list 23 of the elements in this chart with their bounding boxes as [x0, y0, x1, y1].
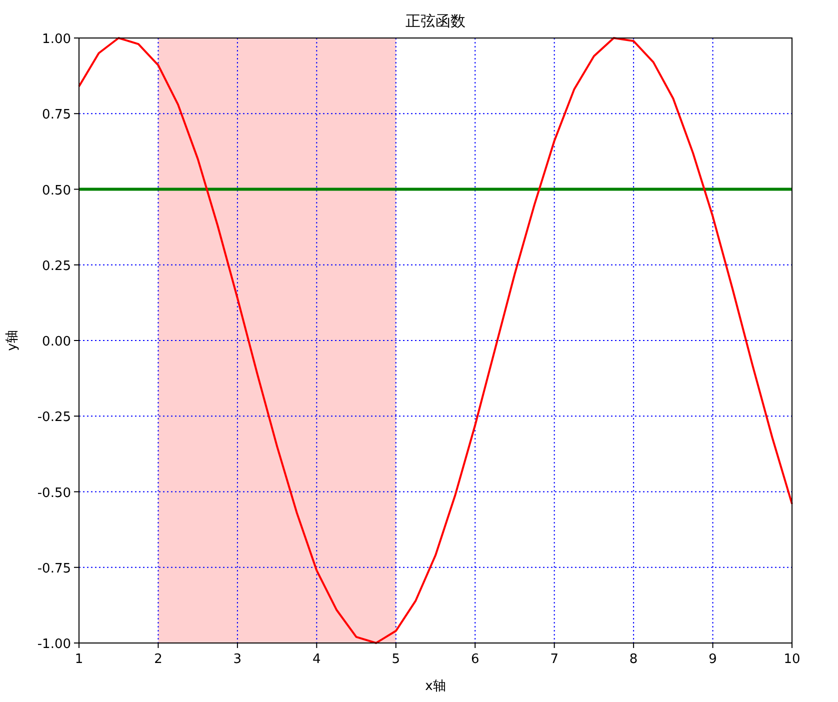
y-tick-label: -1.00 [37, 637, 71, 652]
chart-title: 正弦函数 [406, 12, 466, 30]
x-tick-label: 1 [74, 652, 84, 667]
x-tick-label: 6 [470, 652, 480, 667]
x-tick-label: 7 [550, 652, 558, 667]
y-tick-label: -0.50 [37, 486, 71, 501]
x-tick-label: 5 [392, 652, 400, 667]
y-tick-label: 1.00 [42, 32, 71, 47]
y-tick-label: 0.00 [42, 334, 71, 350]
y-tick-label: 0.50 [42, 183, 71, 198]
x-tick-label: 3 [233, 652, 242, 667]
y-axis-title: y轴 [5, 330, 20, 351]
y-tick-label: -0.25 [37, 410, 71, 426]
x-tick-label: 4 [312, 652, 321, 667]
line-series [78, 37, 793, 644]
y-tick-label: -0.75 [37, 561, 71, 576]
y-tick-label: 0.75 [42, 108, 71, 123]
x-tick-label: 8 [629, 652, 638, 667]
x-tick-label: 2 [154, 652, 162, 667]
y-tick-label: 0.25 [42, 258, 71, 274]
x-tick-label: 9 [708, 652, 717, 667]
x-axis-title: x轴 [425, 679, 446, 694]
x-tick-label: 10 [784, 652, 800, 667]
